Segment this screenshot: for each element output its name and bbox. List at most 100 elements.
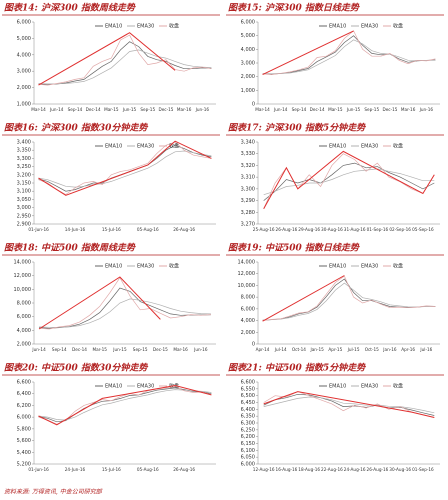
series-line: [39, 298, 211, 328]
series-line: [262, 278, 436, 321]
y-tick-label: 3,300: [241, 186, 255, 192]
chart-title: 图表18: 中证500 指数周线走势: [4, 243, 136, 254]
y-tick-label: 12,000: [14, 273, 32, 279]
series-line: [39, 287, 211, 329]
trend-line: [262, 275, 345, 322]
x-tick-label: Mar-14: [31, 107, 46, 112]
y-tick-label: 6,400: [241, 407, 255, 413]
y-tick-label: 3,000: [17, 69, 31, 75]
y-tick-label: 10,000: [238, 283, 256, 289]
series-line: [38, 49, 212, 85]
chart-title: 图表17: 沪深300 指数5分钟走势: [228, 123, 366, 134]
legend-label: 收盘: [169, 143, 179, 150]
x-tick-label: 05-Sep-16: [412, 227, 434, 232]
x-tick-label: Jun-16: [193, 347, 208, 352]
x-tick-label: Oct-15: [365, 347, 379, 352]
y-tick-label: 3,250: [17, 164, 31, 170]
y-tick-label: 5,000: [241, 33, 255, 39]
x-tick-label: 01-Sep-16: [367, 227, 389, 232]
series-line: [38, 144, 212, 192]
legend-label: 收盘: [393, 383, 403, 390]
y-tick-label: 3,300: [17, 156, 31, 162]
series-line: [262, 35, 436, 75]
x-tick-label: Sep-15: [364, 107, 379, 112]
x-tick-label: 26-Aug-16: [173, 467, 195, 472]
y-tick-label: 5,200: [17, 462, 31, 468]
chart-title: 图表15: 沪深300 指数日线走势: [228, 3, 360, 14]
x-tick-label: 26-Aug-16: [276, 227, 298, 232]
source-note: 资料来源: 万得资讯, 中金公司研究部: [4, 488, 103, 496]
y-tick-label: 5,600: [17, 438, 31, 444]
series-line: [38, 34, 212, 86]
x-tick-label: 16-Aug-16: [276, 467, 298, 472]
y-tick-label: 3,320: [241, 163, 255, 169]
x-tick-label: Mar-15: [104, 107, 119, 112]
x-tick-label: 01-Sep-16: [412, 467, 434, 472]
legend-label: 收盘: [169, 263, 179, 270]
y-tick-label: 6,450: [241, 400, 255, 406]
y-tick-label: 10,000: [14, 287, 32, 293]
x-tick-label: Jun-14: [31, 347, 46, 352]
y-tick-label: 3,290: [241, 198, 255, 204]
x-tick-label: Jun-16: [419, 107, 434, 112]
y-tick-label: 3,280: [241, 210, 255, 216]
x-tick-label: Dec-15: [153, 347, 168, 352]
x-tick-label: Jun-16: [195, 107, 210, 112]
y-tick-label: 1,000: [17, 102, 31, 108]
x-tick-label: Sep-14: [292, 107, 307, 112]
series-line: [38, 387, 212, 423]
x-tick-label: 01-Jun-16: [28, 227, 49, 232]
legend-label: 收盘: [393, 23, 403, 30]
x-tick-label: Dec-15: [158, 107, 173, 112]
y-tick-label: 2,900: [17, 222, 31, 228]
series-line: [38, 150, 212, 188]
series-line: [262, 30, 436, 75]
series-line: [38, 41, 212, 85]
x-tick-label: Mar-15: [328, 107, 343, 112]
y-tick-label: 0: [252, 342, 255, 348]
trend-line: [263, 391, 435, 418]
x-tick-label: Sep-15: [140, 107, 155, 112]
x-tick-label: 29-Aug-16: [298, 227, 320, 232]
y-tick-label: 6,200: [241, 434, 255, 440]
x-tick-label: Dec-15: [382, 107, 397, 112]
x-tick-label: 24-Aug-16: [344, 467, 366, 472]
y-tick-label: 6,300: [241, 421, 255, 427]
x-tick-label: 15-Jul-16: [102, 467, 121, 472]
y-tick-label: 4,000: [241, 47, 255, 53]
x-tick-label: Jul-14: [274, 347, 287, 352]
x-tick-label: Jun-14: [49, 107, 64, 112]
y-tick-label: 5,400: [17, 450, 31, 456]
x-tick-label: 15-Jul-16: [102, 227, 121, 232]
y-tick-label: 6,250: [241, 427, 255, 433]
x-tick-label: 30-Aug-16: [321, 227, 343, 232]
y-tick-label: 6,200: [17, 403, 31, 409]
y-tick-label: 1,000: [241, 88, 255, 94]
y-tick-label: 3,000: [241, 61, 255, 67]
legend-label: EMA10: [105, 264, 122, 270]
x-tick-label: 14-Jun-16: [65, 227, 86, 232]
y-tick-label: 3,100: [17, 189, 31, 195]
y-tick-label: 0: [252, 102, 255, 108]
x-tick-label: Mar-16: [173, 347, 188, 352]
y-tick-label: 6,600: [241, 380, 255, 386]
trend-line: [262, 30, 354, 76]
x-tick-label: Mar-16: [177, 107, 192, 112]
y-tick-label: 14,000: [238, 260, 256, 266]
series-line: [263, 168, 435, 196]
legend-label: 收盘: [393, 143, 403, 150]
legend-label: EMA10: [105, 144, 122, 150]
series-line: [262, 275, 436, 321]
x-tick-label: Jun-15: [122, 107, 137, 112]
y-tick-label: 4,000: [17, 52, 31, 58]
y-tick-label: 3,310: [241, 175, 255, 181]
legend-label: EMA30: [137, 384, 154, 390]
legend-label: EMA30: [137, 24, 154, 30]
x-tick-label: Jan-15: [310, 347, 325, 352]
x-tick-label: Apr-15: [328, 347, 342, 352]
chart-title: 图表19: 中证500 指数日线走势: [228, 243, 360, 254]
legend-label: EMA30: [137, 144, 154, 150]
y-tick-label: 2,950: [17, 213, 31, 219]
